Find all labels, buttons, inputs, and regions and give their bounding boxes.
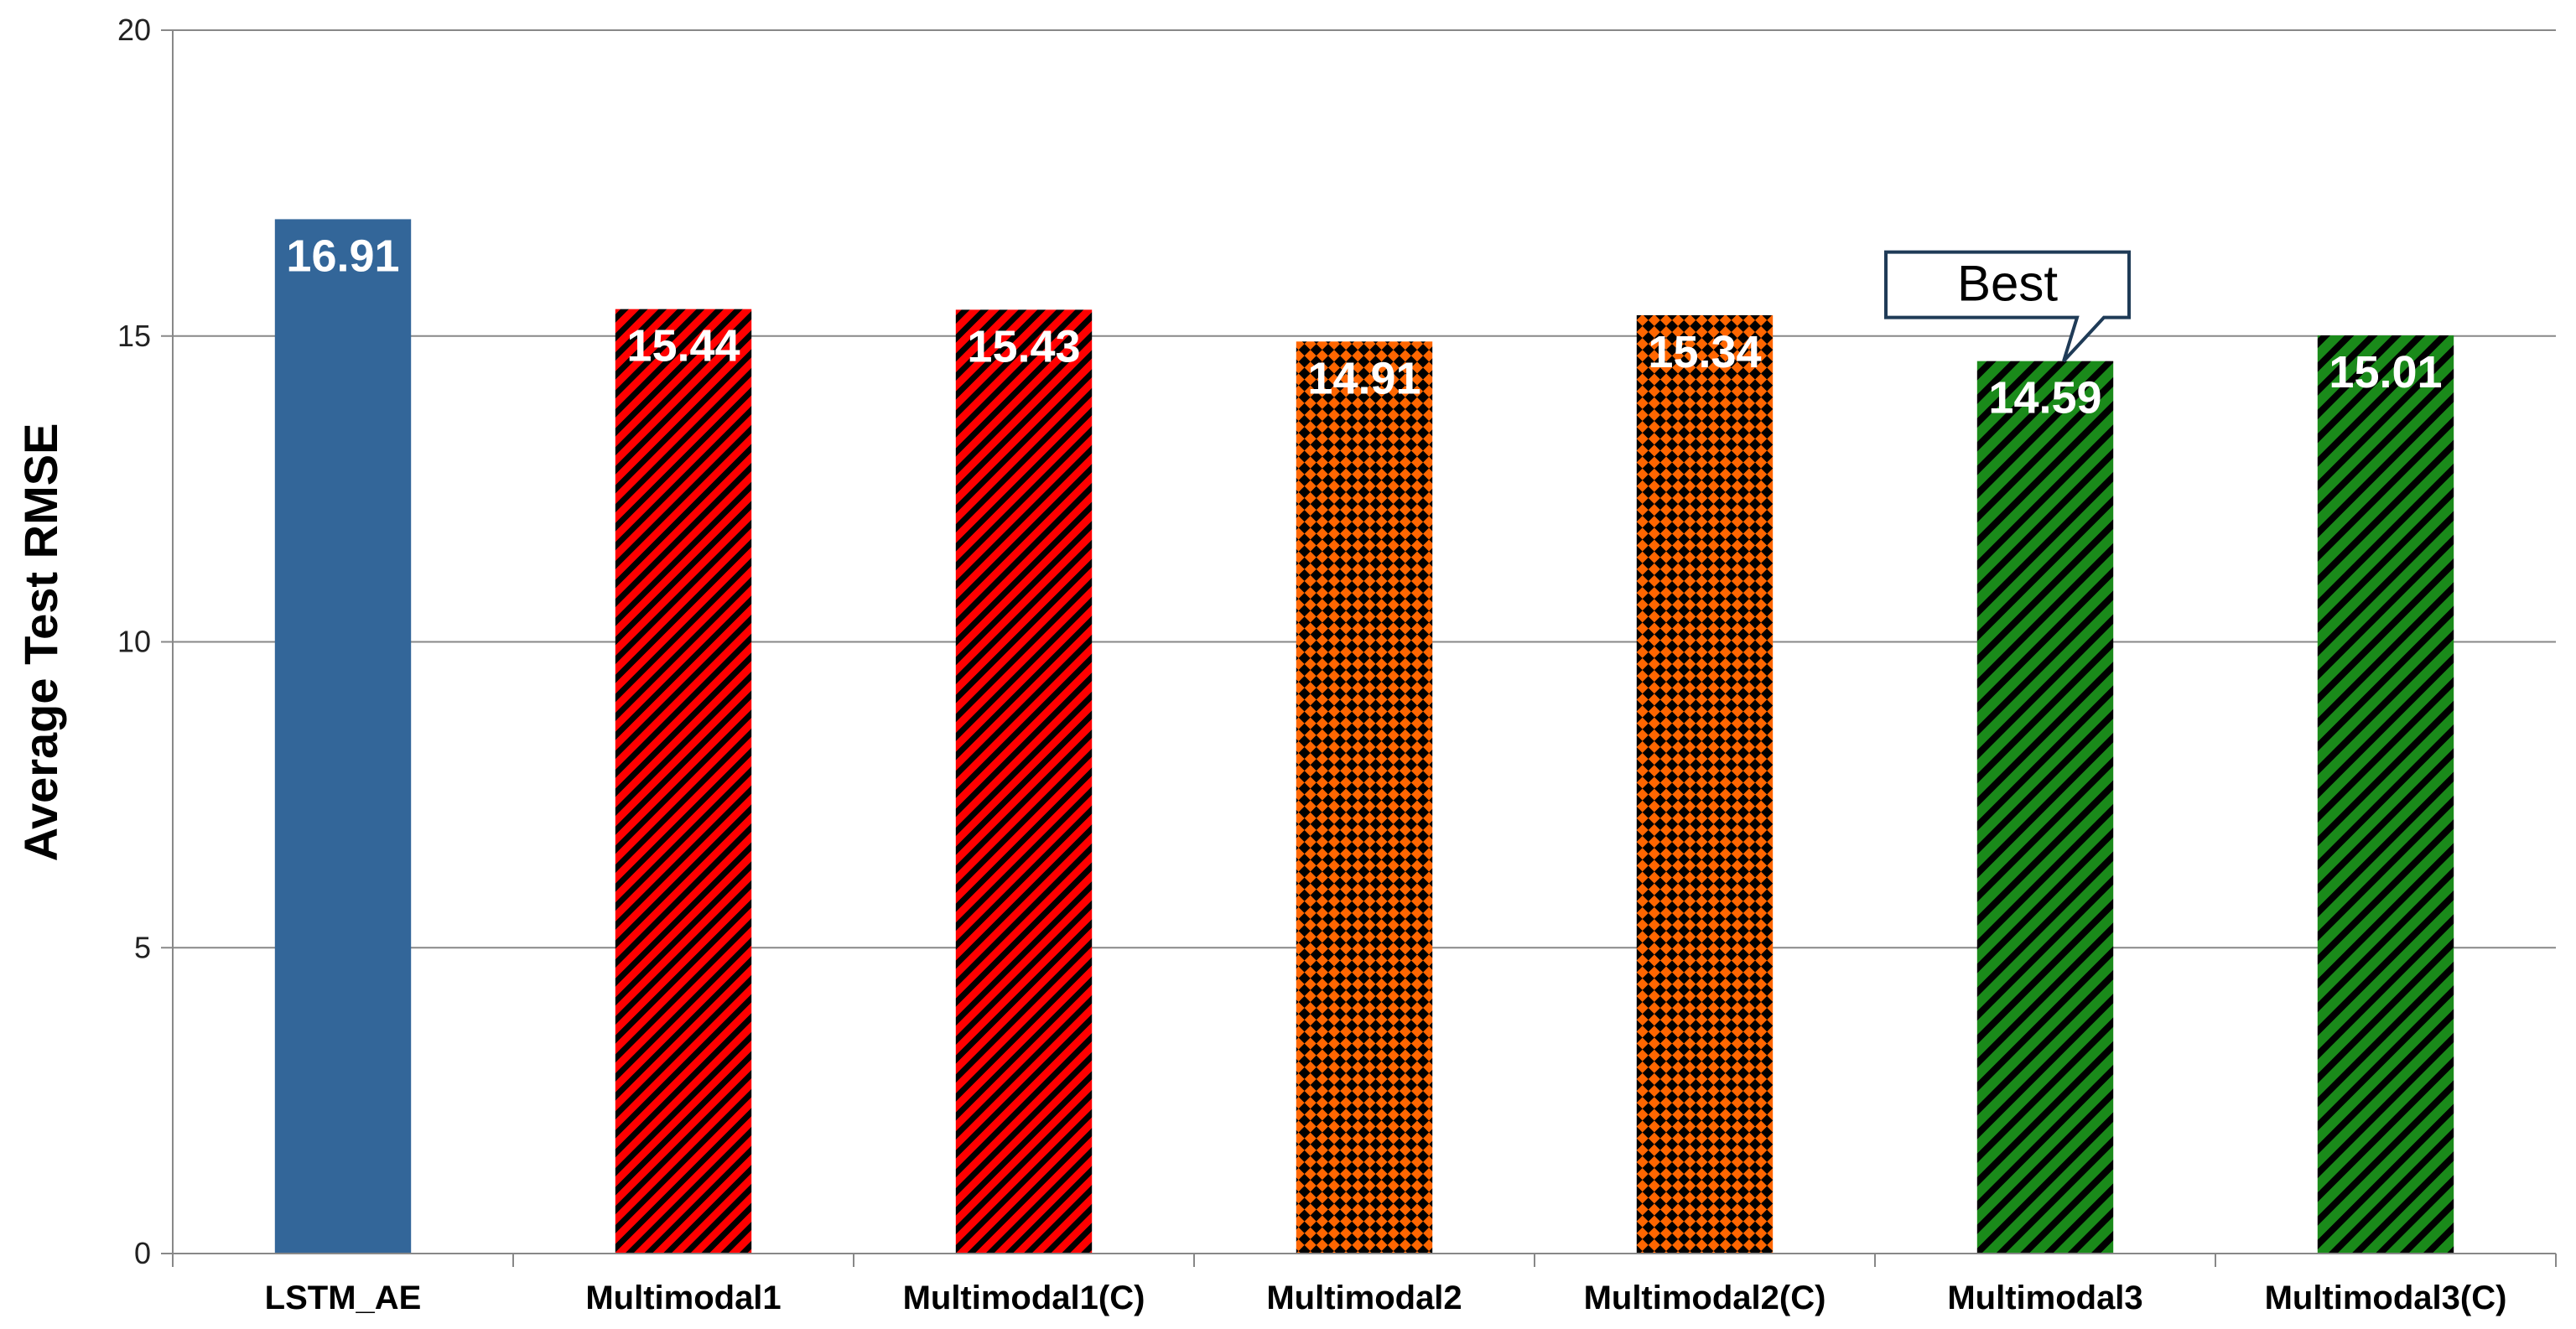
bar-multimodal1-c-	[955, 309, 1093, 1254]
x-tick-label: LSTM_AE	[265, 1280, 422, 1316]
y-axis-label: Average Test RMSE	[14, 423, 67, 862]
data-label: 15.43	[967, 321, 1080, 371]
y-tick-label: 15	[117, 319, 151, 353]
labels: 0 5 10 15 20 16.91 LSTM_AE 15.44 Multimodal1 15.4…	[117, 13, 2506, 1316]
x-tick-label: Multimodal2	[1266, 1280, 1462, 1316]
callout-box	[1884, 250, 2131, 363]
y-tick-label: 0	[134, 1236, 151, 1270]
x-tick-label: Multimodal3	[1947, 1280, 2142, 1316]
data-label: 15.34	[1648, 327, 1761, 377]
data-label: 14.91	[1307, 353, 1420, 403]
bars	[274, 219, 2454, 1254]
data-label: 15.01	[2329, 347, 2442, 397]
annotations: Best	[1884, 250, 2131, 363]
bar-multimodal2	[1296, 341, 1433, 1254]
bar-multimodal3	[1976, 361, 2114, 1254]
bar-multimodal1	[615, 309, 752, 1254]
y-tick-label: 10	[117, 625, 151, 659]
x-tick-label: Multimodal3(C)	[2265, 1280, 2507, 1316]
data-label: 14.59	[1988, 373, 2101, 423]
bar-lstm-ae	[274, 219, 412, 1254]
x-tick-label: Multimodal1(C)	[903, 1280, 1145, 1316]
bar-multimodal3-c-	[2317, 335, 2454, 1254]
data-label: 16.91	[286, 231, 399, 281]
y-tick-label: 20	[117, 13, 151, 47]
data-label: 15.44	[626, 321, 740, 371]
callout-text: Best	[1957, 256, 2058, 312]
axes	[161, 29, 2557, 1267]
bar-multimodal2-c-	[1636, 314, 1774, 1254]
x-tick-label: Multimodal2(C)	[1584, 1280, 1826, 1316]
x-tick-label: Multimodal1	[585, 1280, 781, 1316]
y-tick-label: 5	[134, 930, 151, 964]
